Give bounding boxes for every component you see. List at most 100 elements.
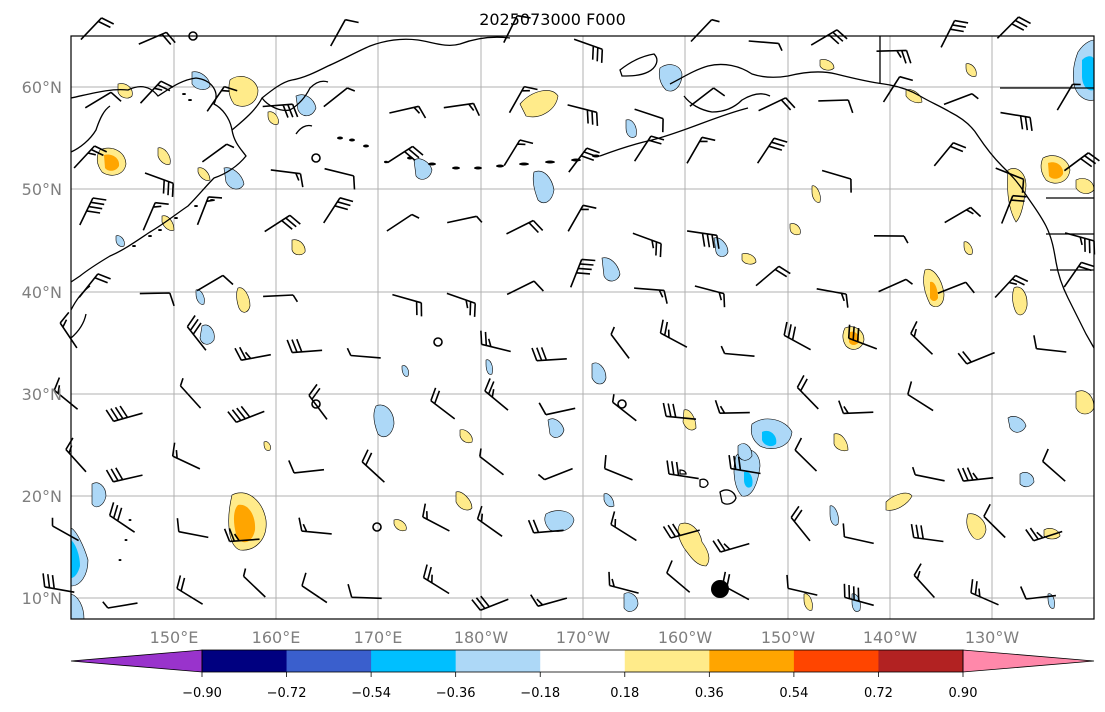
wind-barb [940, 19, 969, 48]
wind-barb [288, 460, 325, 474]
colorbar-swatch [71, 650, 202, 672]
wind-barb [105, 467, 143, 483]
wind-barb [270, 169, 304, 188]
lat-label: 20°N [22, 487, 62, 506]
wind-barb [108, 502, 136, 533]
wind-barb [821, 169, 852, 193]
wind-barb [1056, 83, 1081, 111]
wind-barb [686, 136, 716, 164]
wind-barb [530, 594, 568, 607]
wind-barb [330, 18, 359, 47]
wind-barb [755, 265, 791, 287]
lon-label: 170°E [354, 628, 403, 647]
wind-barb [446, 292, 476, 317]
wind-barb [206, 85, 238, 112]
wind-barb [783, 321, 811, 351]
wind-barb [386, 145, 424, 164]
colorbar-swatch [963, 650, 1094, 672]
colorbar-tick-label: 0.72 [864, 686, 893, 701]
wind-barb [186, 315, 207, 351]
wind-barb [712, 538, 750, 553]
wind-barb [176, 518, 209, 539]
wind-barb [422, 564, 450, 595]
lon-label: 160°W [658, 628, 713, 647]
wind-barb [603, 455, 633, 481]
wind-barb [970, 579, 999, 606]
colorbar-tick-label: 0.36 [695, 686, 724, 701]
colorbar-swatch [878, 650, 964, 672]
wind-barb [666, 560, 691, 593]
wind-barb [690, 18, 720, 43]
lat-label: 40°N [22, 283, 62, 302]
wind-barb [242, 568, 266, 598]
wind-barb [223, 528, 260, 543]
wind-barb [508, 85, 538, 114]
wind-barb [847, 324, 878, 350]
wind-barb [479, 448, 504, 476]
map-frame [70, 35, 1095, 620]
wind-barb [301, 572, 328, 604]
negative-anomaly-areas [70, 39, 1095, 620]
wind-barb [694, 285, 726, 308]
wind-barb [983, 503, 1006, 539]
map-title: 2025073000 F000 [479, 10, 626, 29]
wind-barb [728, 454, 761, 475]
lat-label: 60°N [22, 78, 62, 97]
lon-label: 130°W [965, 628, 1020, 647]
wind-barb [476, 505, 503, 537]
wind-barb [843, 583, 874, 607]
coastlines [70, 36, 1095, 505]
wind-barb [1033, 335, 1067, 353]
wind-barb [842, 523, 874, 545]
colorbar-swatch [540, 650, 626, 672]
wind-barb [608, 571, 639, 594]
wind-barb [503, 139, 534, 167]
wind-barb [666, 460, 699, 480]
wind-barb [264, 214, 301, 233]
wind-barb [873, 235, 909, 244]
wind-barb [911, 466, 945, 482]
wind-barb [882, 75, 914, 103]
wind-barb [144, 172, 174, 197]
colorbar-tick-label: −0.18 [520, 686, 560, 701]
wind-barb [689, 87, 726, 107]
wind-barb [611, 394, 637, 422]
wind-barb [878, 278, 913, 293]
wind-barb [816, 288, 849, 308]
wind-barb [662, 523, 700, 539]
wind-barb [610, 511, 637, 542]
wind-barb [386, 213, 420, 232]
wind-barb [659, 319, 688, 348]
wind-barb [527, 519, 564, 534]
wind-barb [142, 201, 169, 231]
wind-barb [324, 167, 356, 190]
wind-barb [796, 375, 819, 410]
colorbar-swatch [286, 650, 372, 672]
wind-barb [996, 16, 1031, 39]
wind-barb [105, 405, 143, 423]
colorbar: −0.90 −0.72 −0.54 −0.36 −0.18 0.18 0.36 0.54 0.7… [70, 649, 1095, 701]
wind-barb [567, 204, 597, 232]
longitude-labels: 150°E 160°E 170°E 180°W 170°W 160°W 150°… [150, 628, 1020, 647]
colorbar-tick-label: 0.54 [779, 686, 808, 701]
colorbar-swatch [371, 650, 457, 672]
lat-label: 50°N [22, 180, 62, 199]
colorbar-swatch [624, 650, 710, 672]
wind-barb [447, 215, 483, 224]
wind-barb [196, 196, 223, 226]
wind-barb [59, 311, 78, 349]
wind-barb [1000, 194, 1027, 224]
wind-barb [632, 232, 662, 258]
wind-barb [84, 91, 122, 109]
colorbar-tick-label: −0.72 [267, 686, 307, 701]
wind-barb [537, 467, 573, 481]
wind-barb [389, 105, 427, 119]
colorbar-swatch [455, 650, 541, 672]
wind-barb [42, 573, 75, 593]
wind-barb [179, 377, 202, 409]
graticule [71, 36, 1094, 619]
wind-barb [634, 108, 664, 133]
colorbar-swatch [793, 650, 879, 672]
wind-barb [933, 141, 967, 167]
wind-barb [720, 345, 755, 357]
